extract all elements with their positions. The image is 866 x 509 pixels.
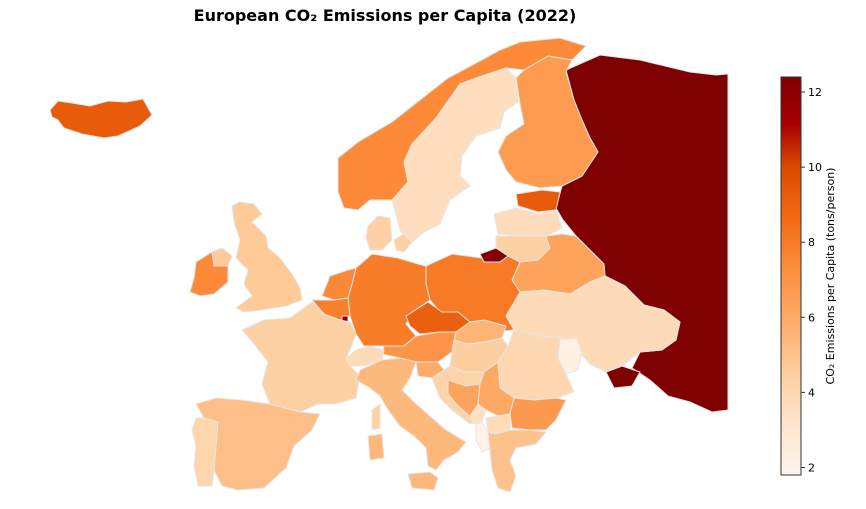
country-greece[interactable]	[487, 429, 547, 493]
colorbar-frame	[780, 76, 802, 476]
country-uk[interactable]	[231, 201, 303, 313]
country-iceland[interactable]	[49, 98, 153, 139]
colorbar-gradient	[781, 77, 801, 475]
colorbar-tick-label: 10	[808, 161, 822, 174]
country-estonia[interactable]	[515, 189, 561, 213]
country-bulgaria[interactable]	[509, 397, 567, 431]
colorbar: 2 4 6 8 10 12 CO₂ Emissions per Capita (tons/…	[780, 76, 837, 476]
country-italy[interactable]	[355, 357, 467, 471]
colorbar-label: CO₂ Emissions per Capita (tons/person)	[824, 168, 837, 385]
country-portugal[interactable]	[191, 417, 219, 487]
country-montenegro[interactable]	[469, 403, 487, 425]
colorbar-tick-label: 2	[808, 461, 815, 474]
country-switzerland[interactable]	[345, 345, 385, 367]
colorbar-tick-label: 4	[808, 386, 815, 399]
country-sicily[interactable]	[407, 471, 439, 491]
country-norway[interactable]	[337, 37, 587, 211]
colorbar-ticks: 2 4 6 8 10 12	[801, 86, 822, 474]
country-latvia[interactable]	[493, 207, 563, 237]
country-corsica[interactable]	[371, 403, 381, 431]
country-denmark-island[interactable]	[393, 233, 413, 253]
colorbar-tick-label: 12	[808, 86, 822, 99]
country-ireland[interactable]	[189, 251, 229, 297]
country-sardinia[interactable]	[367, 433, 385, 461]
country-finland[interactable]	[497, 55, 599, 189]
country-northern-ireland[interactable]	[211, 247, 233, 267]
country-denmark[interactable]	[365, 215, 393, 251]
map-title: European CO₂ Emissions per Capita (2022)	[193, 6, 577, 25]
countries-layer	[49, 37, 729, 493]
colorbar-tick-label: 6	[808, 311, 815, 324]
colorbar-tick-label: 8	[808, 236, 815, 249]
country-russia[interactable]	[555, 54, 729, 413]
country-france[interactable]	[241, 301, 361, 413]
